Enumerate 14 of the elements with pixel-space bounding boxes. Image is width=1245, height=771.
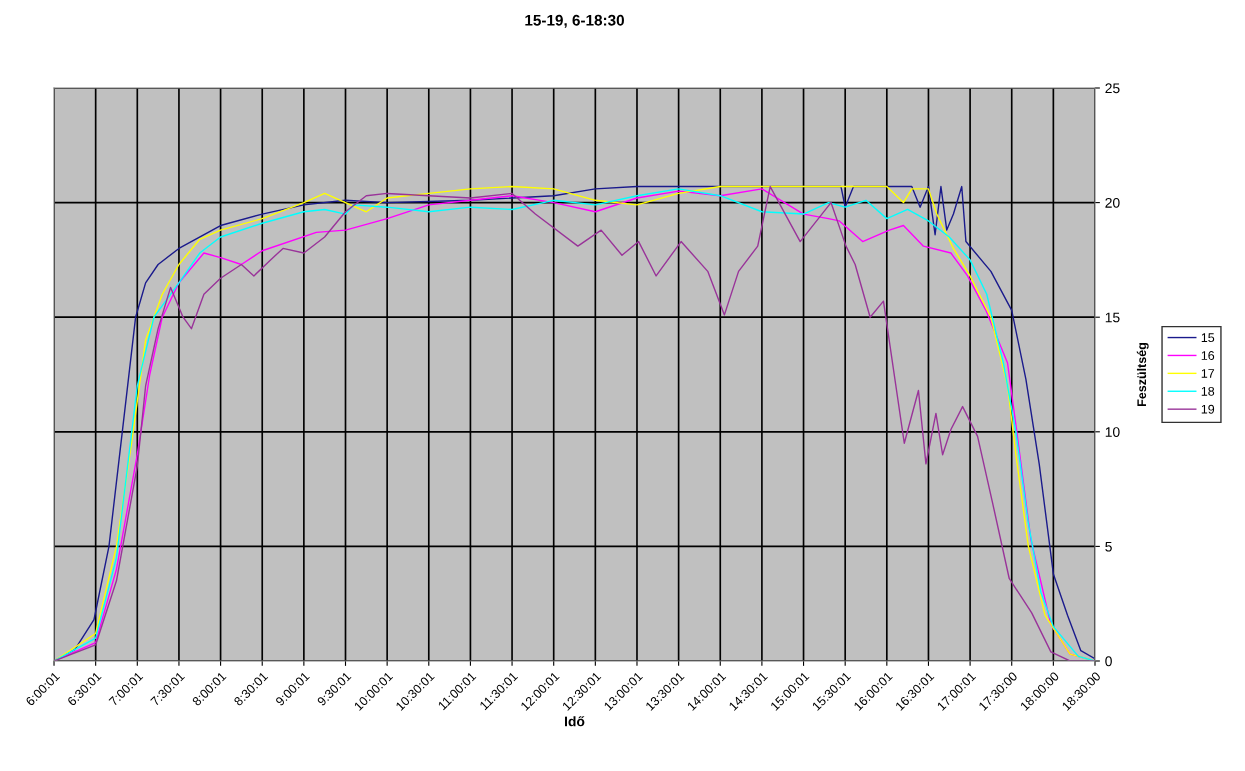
y-tick-label: 10 — [1105, 427, 1120, 437]
x-axis-title: Idő — [565, 716, 585, 727]
y-tick-label: 0 — [1105, 656, 1112, 667]
legend-label: 16 — [1201, 351, 1215, 360]
legend-label: 18 — [1201, 386, 1215, 396]
y-tick-label: 25 — [1105, 83, 1120, 94]
y-tick-label: 20 — [1105, 197, 1120, 208]
y-axis-title: Feszültség — [1136, 343, 1149, 406]
chart-title: 15-19, 6-18:30 — [525, 14, 624, 28]
legend-label: 17 — [1201, 369, 1215, 378]
y-tick-label: 15 — [1105, 312, 1120, 323]
legend-label: 19 — [1201, 404, 1215, 414]
legend-label: 15 — [1201, 333, 1215, 343]
y-tick-label: 5 — [1105, 541, 1112, 552]
